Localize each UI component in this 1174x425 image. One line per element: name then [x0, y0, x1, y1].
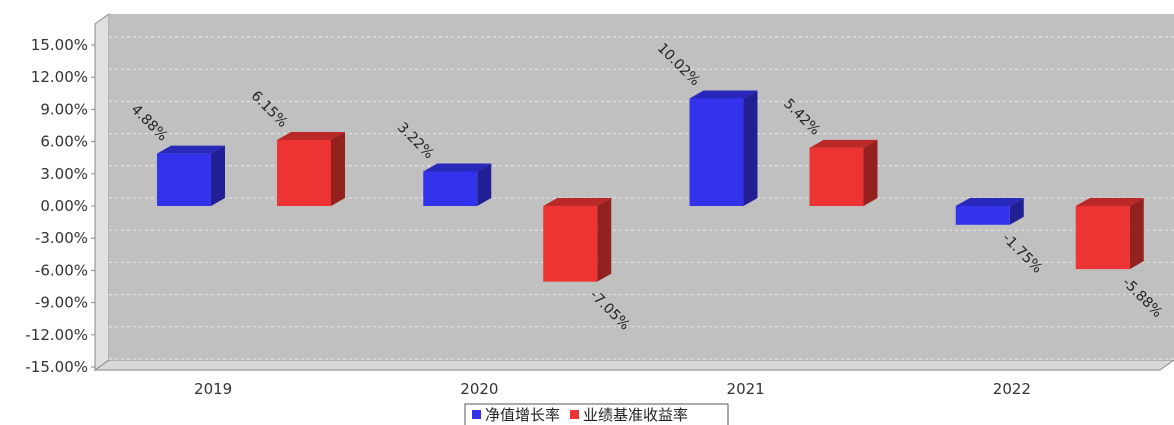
x-axis: 2019 2020 2021 2022 — [194, 380, 1031, 398]
bar — [689, 90, 758, 206]
bar — [277, 131, 345, 206]
y-tick-label: 3.00% — [40, 165, 88, 183]
x-tick-label: 2022 — [993, 380, 1031, 398]
legend-box — [464, 403, 729, 425]
y-tick-label: -12.00% — [25, 326, 88, 344]
bar — [423, 163, 492, 206]
y-axis: 15.00% 12.00% 9.00% 6.00% 3.00% 0.00% -3.00% -6… — [25, 24, 96, 376]
bars — [157, 90, 1144, 282]
x-tick-label: 2019 — [194, 380, 232, 398]
legend-swatch — [472, 410, 481, 419]
y-tick-label: 15.00% — [31, 36, 88, 54]
y-tick-label: -3.00% — [35, 229, 88, 247]
y-tick-label: 0.00% — [40, 197, 88, 215]
x-tick-label: 2021 — [727, 380, 765, 398]
plot-floor — [93, 359, 1174, 371]
x-tick-label: 2020 — [460, 380, 498, 398]
legend-label: 净值增长率 — [485, 406, 560, 424]
bar — [157, 145, 225, 206]
y-tick-label: 9.00% — [40, 100, 88, 118]
plot-left-wall — [94, 13, 110, 371]
y-tick-label: 6.00% — [40, 133, 88, 151]
y-tick-label: -9.00% — [35, 294, 88, 312]
legend-label: 业绩基准收益率 — [583, 406, 688, 424]
bar — [1075, 198, 1144, 270]
bar — [955, 198, 1024, 225]
legend: 净值增长率 业绩基准收益率 — [464, 403, 729, 425]
plot-background — [109, 14, 1174, 360]
y-tick-label: -15.00% — [25, 358, 88, 376]
bar — [809, 139, 878, 206]
legend-swatch — [570, 410, 579, 419]
bar — [543, 198, 612, 282]
y-tick-label: -6.00% — [35, 261, 88, 279]
y-tick-label: 12.00% — [31, 68, 88, 86]
